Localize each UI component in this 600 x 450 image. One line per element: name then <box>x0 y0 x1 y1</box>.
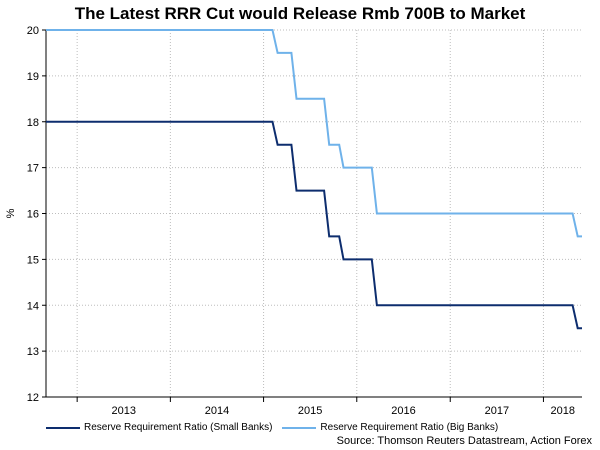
tick-label-y-20: 20 <box>27 25 39 37</box>
tick-label-x-2014: 2014 <box>205 405 229 417</box>
tick-label-x-2018: 2018 <box>550 405 574 417</box>
legend-label-big-banks: Reserve Requirement Ratio (Big Banks) <box>320 422 499 433</box>
tick-label-y-15: 15 <box>27 254 39 266</box>
tick-label-y-19: 19 <box>27 71 39 83</box>
tick-label-x-2013: 2013 <box>112 405 136 417</box>
y-axis-label: % <box>5 208 17 218</box>
tick-label-y-18: 18 <box>27 117 39 129</box>
tick-label-x-2016: 2016 <box>391 405 415 417</box>
series-line-small-banks <box>46 120 582 330</box>
legend: Reserve Requirement Ratio (Small Banks) … <box>46 422 508 433</box>
tick-labels: 12 13 14 15 16 17 18 19 20 2013 2014 2015 2016 2017 20… <box>5 25 575 417</box>
series-line-big-banks <box>46 29 582 238</box>
legend-label-small-banks: Reserve Requirement Ratio (Small Banks) <box>84 422 273 433</box>
source-note: Source: Thomson Reuters Datastream, Acti… <box>336 435 592 447</box>
chart-title: The Latest RRR Cut would Release Rmb 700… <box>74 4 526 23</box>
axes <box>42 29 582 402</box>
tick-label-y-13: 13 <box>27 346 39 358</box>
legend-item-small-banks: Reserve Requirement Ratio (Small Banks) <box>46 422 272 433</box>
legend-swatch-big-banks <box>282 426 317 429</box>
tick-label-x-2017: 2017 <box>485 405 509 417</box>
series-lines <box>46 29 582 330</box>
legend-item-big-banks: Reserve Requirement Ratio (Big Banks) <box>282 422 498 433</box>
legend-swatch-small-banks <box>46 426 80 429</box>
tick-label-y-17: 17 <box>27 163 39 175</box>
tick-label-y-16: 16 <box>27 209 39 221</box>
tick-label-y-12: 12 <box>27 392 39 404</box>
tick-label-y-14: 14 <box>27 300 39 312</box>
tick-label-x-2015: 2015 <box>298 405 322 417</box>
